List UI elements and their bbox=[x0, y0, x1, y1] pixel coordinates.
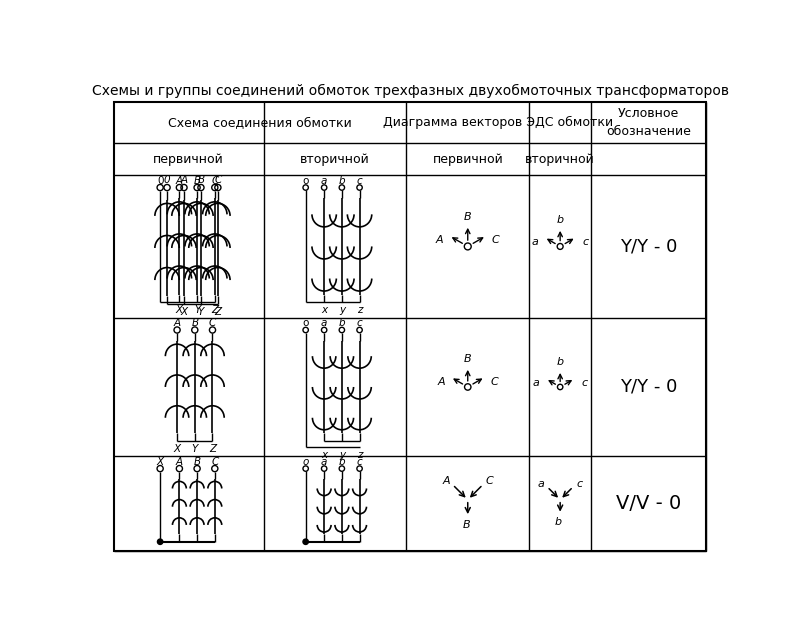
Text: y: y bbox=[338, 451, 345, 461]
Text: a: a bbox=[533, 378, 540, 388]
Text: b: b bbox=[338, 318, 345, 328]
Text: B: B bbox=[194, 176, 201, 186]
Text: первичной: первичной bbox=[432, 153, 503, 165]
Text: o: o bbox=[302, 176, 309, 186]
Text: Z: Z bbox=[211, 305, 218, 315]
Text: X: X bbox=[181, 307, 187, 317]
Text: A: A bbox=[438, 377, 445, 387]
Text: Схемы и группы соединений обмоток трехфазных двухобмоточных трансформаторов: Схемы и группы соединений обмоток трехфа… bbox=[91, 83, 729, 98]
Text: 0: 0 bbox=[164, 175, 170, 185]
Text: b: b bbox=[338, 456, 345, 466]
Text: z: z bbox=[357, 451, 362, 461]
Text: c: c bbox=[582, 237, 589, 247]
Text: X: X bbox=[176, 305, 183, 315]
Text: c: c bbox=[357, 176, 362, 186]
Text: x: x bbox=[321, 305, 327, 315]
Text: a: a bbox=[538, 479, 544, 489]
Text: C: C bbox=[492, 235, 499, 245]
Text: c: c bbox=[581, 378, 587, 388]
Text: c: c bbox=[357, 318, 362, 328]
Text: c: c bbox=[576, 479, 582, 489]
Text: c: c bbox=[357, 456, 362, 466]
Text: a: a bbox=[321, 318, 327, 328]
Text: A: A bbox=[176, 176, 183, 186]
Text: C: C bbox=[209, 318, 216, 328]
Text: a: a bbox=[321, 176, 327, 186]
Text: B: B bbox=[462, 520, 470, 530]
Circle shape bbox=[303, 539, 308, 545]
Text: o: o bbox=[302, 456, 309, 466]
Text: Условное
обозначение: Условное обозначение bbox=[606, 107, 691, 138]
Text: C: C bbox=[211, 456, 218, 466]
Text: y: y bbox=[338, 305, 345, 315]
Text: C: C bbox=[486, 476, 493, 486]
Text: A: A bbox=[174, 318, 181, 328]
Text: Ү/Ү - 0: Ү/Ү - 0 bbox=[620, 378, 678, 396]
Text: Z: Z bbox=[214, 307, 222, 317]
Text: Y: Y bbox=[194, 305, 200, 315]
Text: C: C bbox=[211, 176, 218, 186]
Text: вторичной: вторичной bbox=[526, 153, 595, 165]
Text: b: b bbox=[555, 517, 562, 527]
Text: B: B bbox=[464, 354, 471, 364]
Text: Z: Z bbox=[209, 444, 216, 454]
Text: 0: 0 bbox=[157, 176, 163, 186]
Text: C: C bbox=[490, 377, 498, 387]
Text: A: A bbox=[436, 235, 444, 245]
Text: x: x bbox=[321, 451, 327, 461]
Text: A: A bbox=[181, 175, 187, 185]
Text: B: B bbox=[191, 318, 198, 328]
Text: A: A bbox=[176, 456, 183, 466]
Text: B: B bbox=[198, 175, 205, 185]
Text: вторичной: вторичной bbox=[300, 153, 370, 165]
Text: b: b bbox=[338, 176, 345, 186]
Text: X: X bbox=[157, 456, 164, 466]
Text: A: A bbox=[442, 476, 450, 486]
Text: Y: Y bbox=[191, 444, 198, 454]
Text: B: B bbox=[194, 456, 201, 466]
Text: Диаграмма векторов ЭДС обмотки: Диаграмма векторов ЭДС обмотки bbox=[383, 116, 614, 129]
Text: C: C bbox=[214, 175, 222, 185]
Text: b: b bbox=[557, 357, 564, 367]
Text: Y: Y bbox=[198, 307, 204, 317]
Text: первичной: первичной bbox=[154, 153, 224, 165]
Text: o: o bbox=[302, 318, 309, 328]
Text: z: z bbox=[357, 305, 362, 315]
Text: V/V - 0: V/V - 0 bbox=[616, 494, 682, 513]
Text: b: b bbox=[557, 215, 564, 225]
Text: Ү/Ү - 0: Ү/Ү - 0 bbox=[620, 237, 678, 255]
Circle shape bbox=[158, 539, 163, 545]
Text: Схема соединения обмотки: Схема соединения обмотки bbox=[168, 116, 352, 129]
Text: a: a bbox=[321, 456, 327, 466]
Text: a: a bbox=[531, 237, 538, 247]
Text: B: B bbox=[464, 212, 471, 222]
Text: X: X bbox=[174, 444, 181, 454]
